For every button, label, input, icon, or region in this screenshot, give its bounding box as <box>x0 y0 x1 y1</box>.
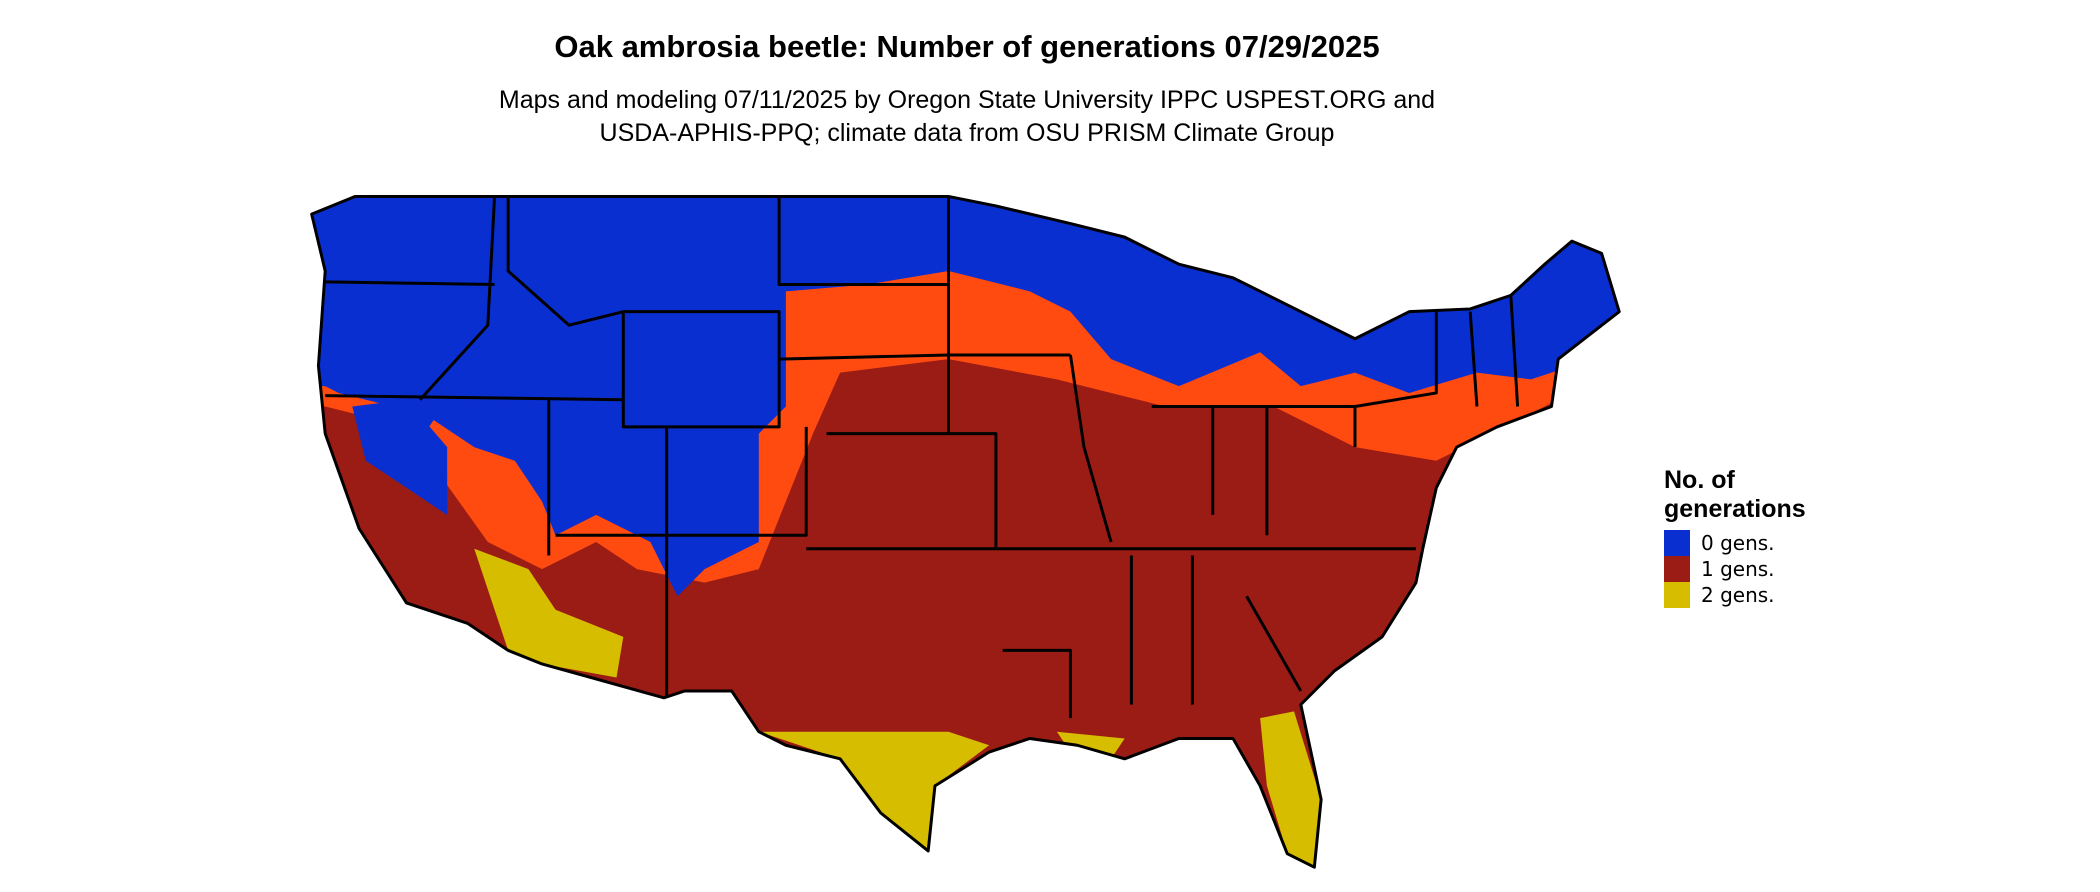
region-0gen <box>460 399 542 461</box>
title: Oak ambrosia beetle: Number of generatio… <box>554 29 1379 64</box>
legend-swatch <box>1664 556 1690 582</box>
subtitle-line: Maps and modeling 07/11/2025 by Oregon S… <box>499 86 1435 114</box>
legend-title: No. of <box>1664 466 1735 494</box>
subtitle-line: USDA-APHIS-PPQ; climate data from OSU PR… <box>600 119 1335 147</box>
region-2gen <box>758 731 990 851</box>
legend-label: 1 gens. <box>1701 557 1775 581</box>
legend-label: 0 gens. <box>1701 531 1775 555</box>
legend-swatch <box>1664 530 1690 556</box>
country-border <box>310 194 1621 869</box>
legend-title: generations <box>1664 495 1806 523</box>
legend: 0 gens.1 gens.2 gens. <box>1664 530 1775 608</box>
region-2gen <box>474 548 624 678</box>
map <box>310 194 1621 869</box>
legend-swatch <box>1664 582 1690 608</box>
region-0gen <box>352 399 448 515</box>
legend-label: 2 gens. <box>1701 583 1775 607</box>
region-2gen <box>1260 711 1322 868</box>
